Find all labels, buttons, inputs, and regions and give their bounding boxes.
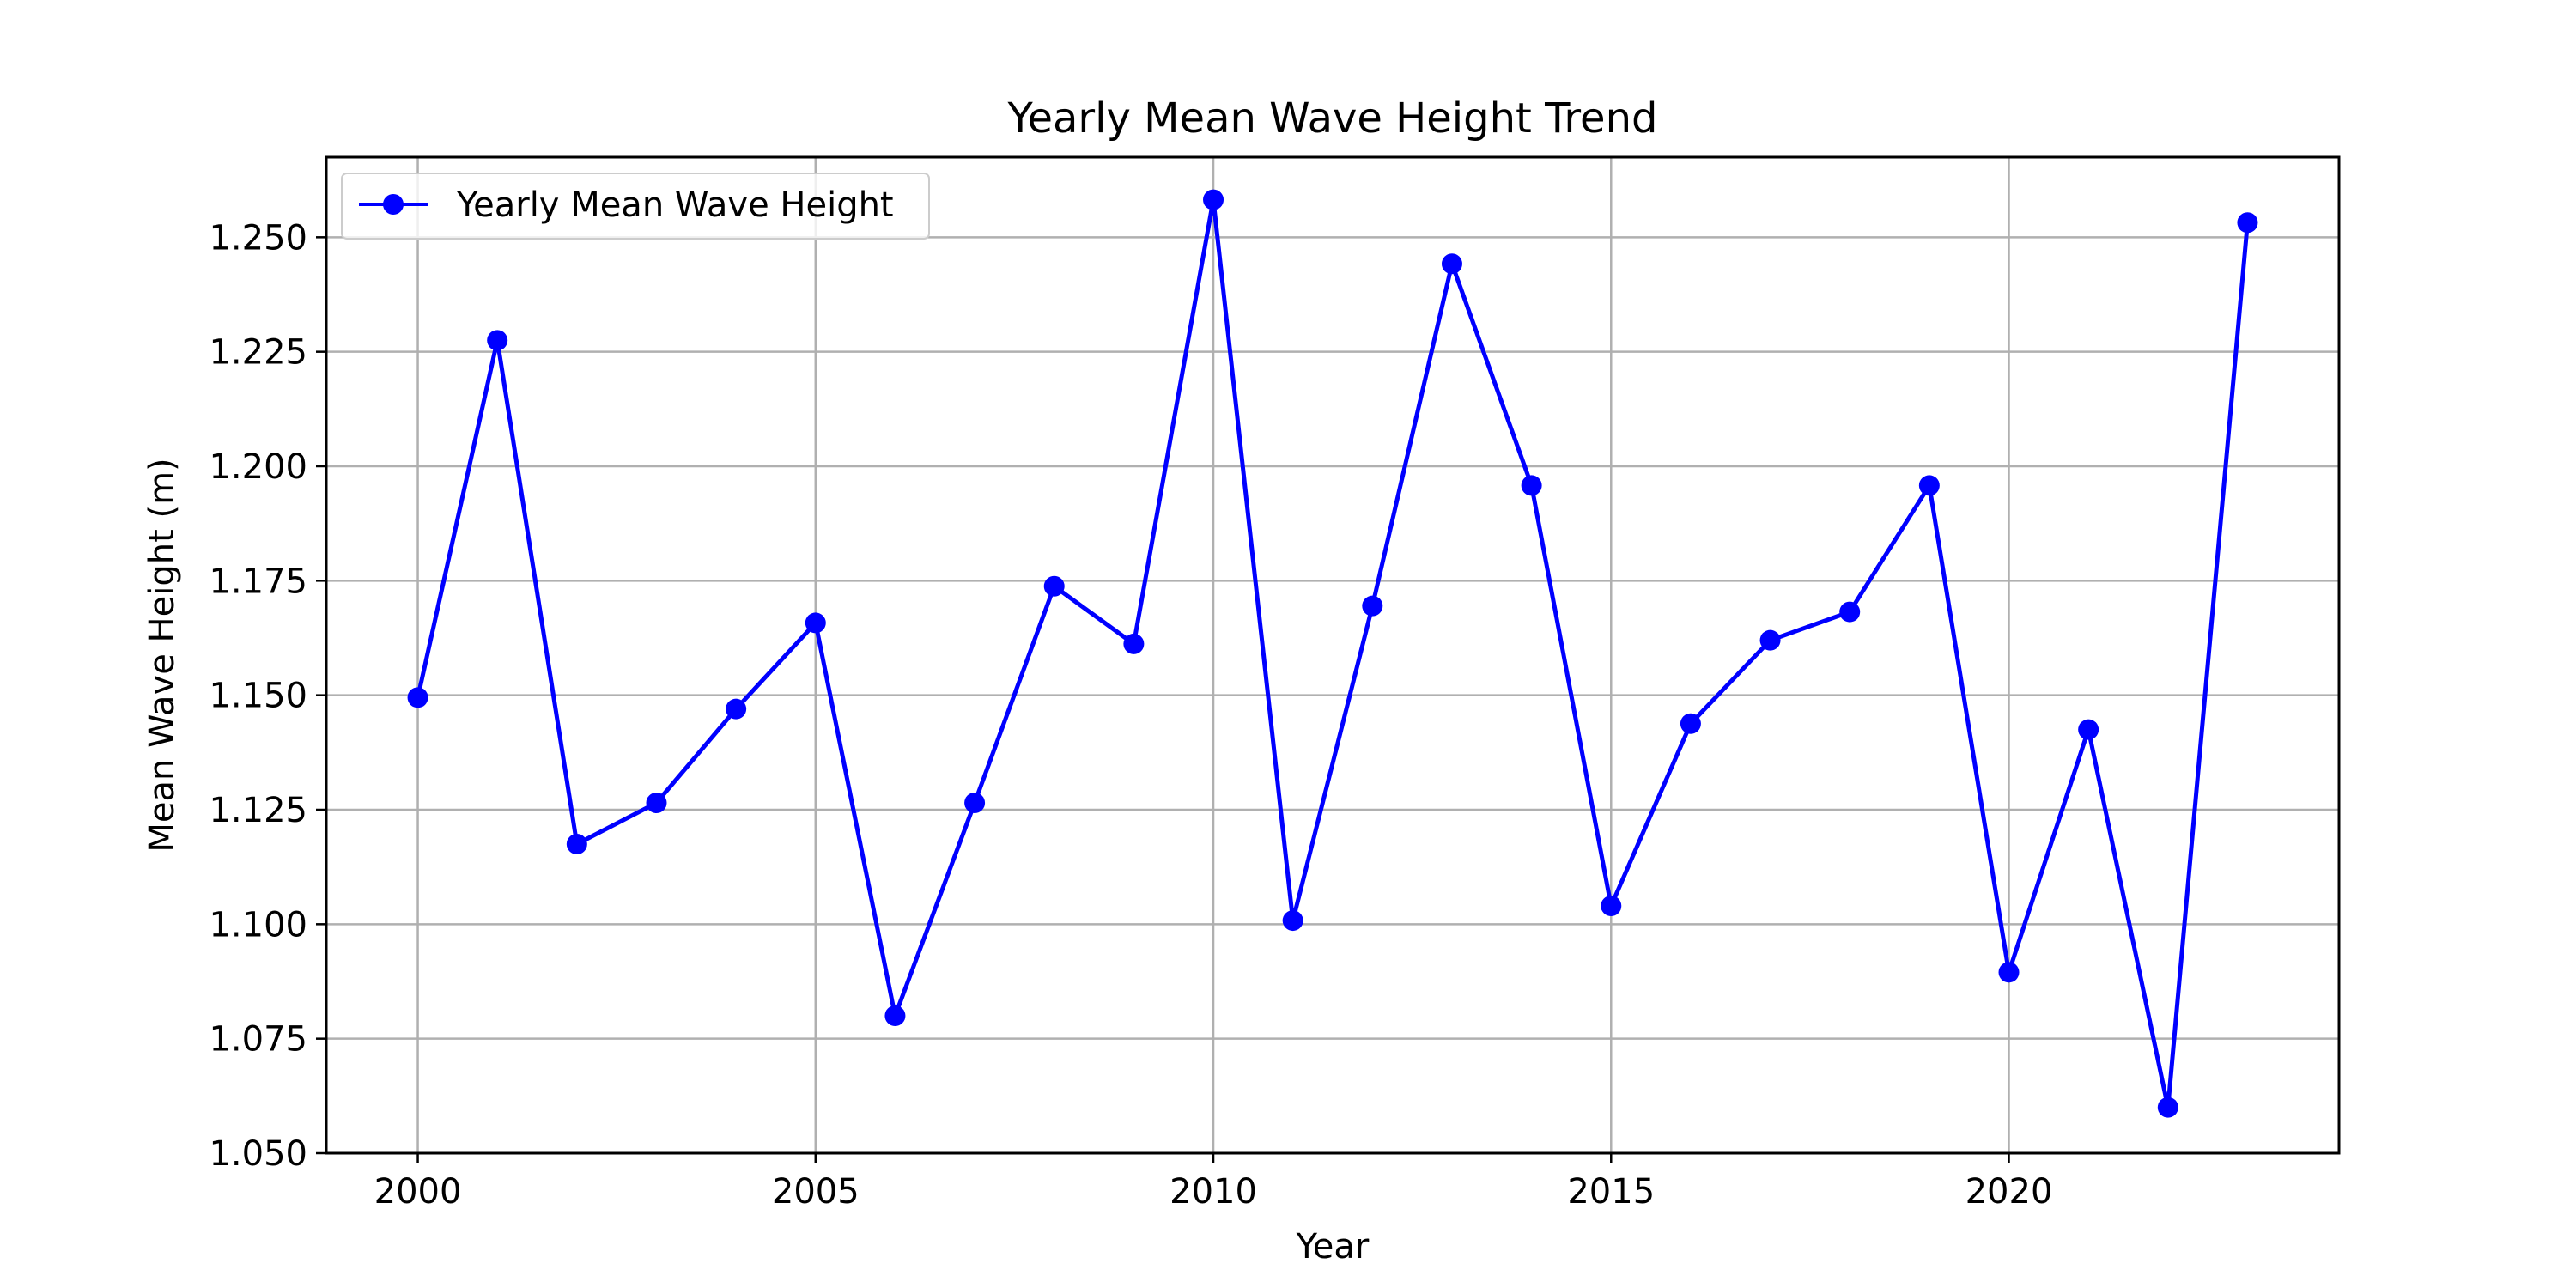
data-point-marker	[487, 330, 508, 351]
data-point-marker	[2078, 719, 2099, 740]
y-axis-ticks: 1.050 1.075 1.100 1.125 1.150 1.175 1.200 1.225…	[209, 218, 326, 1174]
y-tick-label: 1.225	[209, 333, 307, 373]
x-tick-label: 2020	[1965, 1172, 2053, 1212]
data-point-marker	[2237, 212, 2258, 234]
x-tick-label: 2010	[1170, 1172, 1257, 1212]
y-axis-title: Mean Wave Height (m)	[143, 458, 182, 852]
data-point-marker	[2157, 1097, 2178, 1118]
legend-box	[341, 173, 930, 240]
data-point-marker	[1680, 713, 1701, 734]
y-tick-label: 1.050	[209, 1134, 307, 1174]
x-tick-label: 2015	[1567, 1172, 1655, 1212]
x-tick-label: 2005	[772, 1172, 860, 1212]
data-point-marker	[1601, 896, 1622, 916]
data-point-marker	[884, 1005, 906, 1026]
data-point-marker	[805, 612, 826, 634]
series-line	[416, 197, 2250, 1110]
y-tick-label: 1.200	[209, 447, 307, 487]
y-tick-label: 1.125	[209, 791, 307, 830]
y-tick-label: 1.075	[209, 1020, 307, 1060]
data-point-marker	[1839, 601, 1861, 623]
data-point-marker	[1362, 595, 1383, 617]
legend-label: Yearly Mean Wave Height	[456, 185, 894, 225]
data-point-marker	[1918, 475, 1940, 496]
data-point-marker	[1123, 633, 1145, 654]
legend-marker-sample	[383, 194, 404, 215]
data-point-marker	[1203, 189, 1224, 210]
y-tick-label: 1.250	[209, 218, 307, 258]
data-point-marker	[407, 687, 428, 708]
data-point-marker	[726, 698, 747, 720]
x-axis-ticks: 2000 2005 2010 2015 2020	[374, 1153, 2053, 1212]
chart-title: Yearly Mean Wave Height Trend	[1007, 94, 1658, 143]
x-axis-title: Year	[1296, 1227, 1370, 1267]
y-tick-label: 1.150	[209, 677, 307, 716]
y-tick-label: 1.100	[209, 905, 307, 945]
plot-area	[407, 189, 2258, 1118]
legend: Yearly Mean Wave Height	[341, 173, 930, 240]
data-point-marker	[566, 834, 587, 854]
data-point-marker	[1759, 629, 1781, 651]
data-point-marker	[1441, 253, 1462, 275]
y-tick-label: 1.175	[209, 562, 307, 601]
data-point-marker	[1998, 962, 2020, 983]
plot-frame	[325, 155, 2341, 1155]
data-point-marker	[1043, 575, 1065, 597]
data-point-marker	[1521, 475, 1542, 496]
data-point-marker	[646, 793, 667, 813]
x-tick-label: 2000	[374, 1172, 462, 1212]
data-point-marker	[1282, 910, 1303, 932]
data-point-marker	[964, 793, 986, 813]
